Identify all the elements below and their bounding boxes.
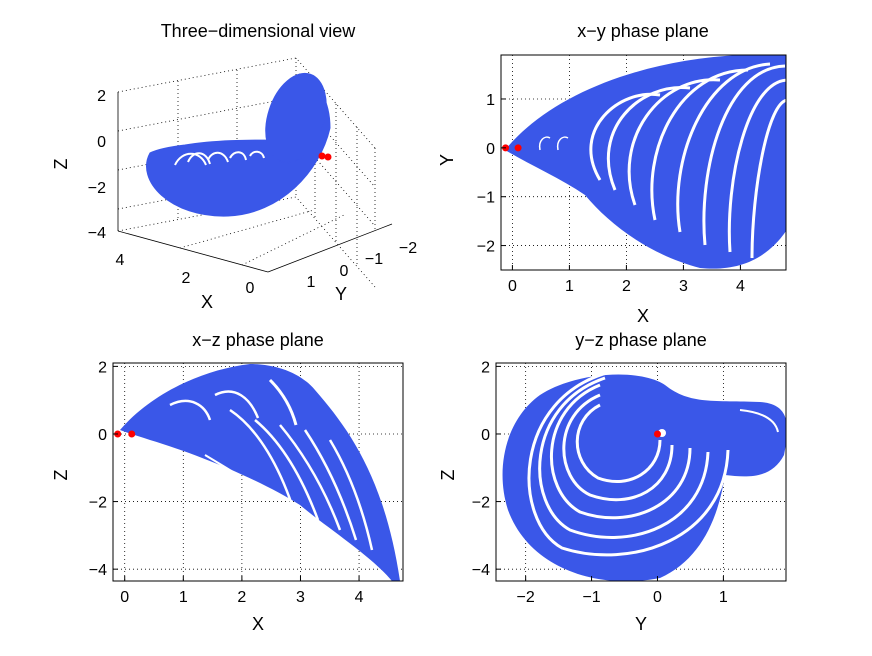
- panel-3d-view: Three−dimensional view: [51, 21, 417, 312]
- y-tick-label: −2: [399, 240, 417, 257]
- equilibrium-marker: [128, 430, 136, 438]
- equilibrium-marker: [514, 144, 522, 152]
- x-tick-label: 4: [355, 589, 364, 606]
- y-tick-label: −2: [477, 239, 495, 256]
- equilibrium-marker: [324, 153, 332, 161]
- x-tick-label: −1: [582, 589, 600, 606]
- attractor-3d-gaps: [174, 150, 265, 166]
- y-tick-label: 0: [98, 427, 107, 444]
- y-tick-label: 2: [98, 359, 107, 376]
- y-tick-label: −2: [472, 495, 490, 512]
- panel-xz-title: x−z phase plane: [192, 330, 324, 350]
- x-tick-label: 0: [653, 589, 662, 606]
- x-tick-label: 4: [116, 252, 125, 269]
- x-tick-label: 1: [719, 589, 728, 606]
- y-tick-label: −4: [472, 562, 490, 579]
- equilibrium-marker: [653, 430, 661, 438]
- x-tick-label: 1: [565, 278, 574, 295]
- axes-box-xz: [112, 362, 404, 582]
- z-tick-label: −2: [88, 180, 106, 197]
- x-tick-label: 0: [120, 589, 129, 606]
- y-tick-label: −4: [89, 562, 107, 579]
- x-tick-label: 2: [182, 270, 191, 287]
- equilibria-3d: [318, 152, 332, 161]
- attractor-yz: [502, 370, 786, 581]
- y-tick-label: 0: [481, 427, 490, 444]
- ticks-xy: 0 1 2 3 4 1 0 −1 −2: [477, 92, 745, 295]
- y-tick-label: 1: [307, 274, 316, 291]
- y-axis-label: Y: [335, 284, 347, 304]
- y-tick-label: 0: [486, 141, 495, 158]
- panel-3d-title: Three−dimensional view: [161, 21, 357, 41]
- attractor-xy: [505, 55, 786, 269]
- panel-xy-title: x−y phase plane: [577, 21, 709, 41]
- panel-yz-title: y−z phase plane: [575, 330, 707, 350]
- y-tick-label: 0: [340, 263, 349, 280]
- z-axis-label: Z: [51, 470, 71, 481]
- panel-xz: x−z phase plane 0 1 2 3 4 2 0 −2 −4: [51, 330, 404, 634]
- x-tick-label: 0: [246, 280, 255, 297]
- x-tick-label: 4: [736, 278, 745, 295]
- y-tick-label: 2: [481, 359, 490, 376]
- z-axis-label: Z: [438, 470, 458, 481]
- box-grid-3d: [117, 57, 393, 288]
- attractor-xz: [120, 364, 400, 581]
- x-tick-label: 2: [622, 278, 631, 295]
- y-axis-label: Y: [635, 614, 647, 634]
- x-tick-label: 3: [679, 278, 688, 295]
- equilibrium-marker: [318, 152, 326, 160]
- x-tick-label: −2: [517, 589, 535, 606]
- x-axis-label: X: [252, 614, 264, 634]
- y-tick-label: 1: [486, 92, 495, 109]
- y-tick-label: −2: [89, 495, 107, 512]
- panel-xy: x−y phase plane: [437, 21, 787, 326]
- x-tick-label: 3: [296, 589, 305, 606]
- panel-yz: y−z phase plane −2 −1 0 1 2 0 −2 −4 Y Z: [438, 330, 787, 634]
- y-tick-label: −1: [365, 251, 383, 268]
- x-tick-label: 2: [237, 589, 246, 606]
- axes-box-yz: [495, 362, 787, 582]
- equilibria-yz: [653, 430, 661, 438]
- x-tick-label: 1: [179, 589, 188, 606]
- z-tick-label: 2: [97, 88, 106, 105]
- ticks-yz: −2 −1 0 1 2 0 −2 −4: [472, 359, 728, 606]
- x-axis-label: X: [201, 292, 213, 312]
- x-tick-label: 0: [508, 278, 517, 295]
- attractor-3d: [146, 72, 331, 217]
- z-tick-label: 0: [97, 134, 106, 151]
- z-axis-label: Z: [51, 159, 71, 170]
- y-tick-label: −1: [477, 190, 495, 207]
- ticks-xz: 0 1 2 3 4 2 0 −2 −4: [89, 359, 364, 606]
- x-axis-label: X: [637, 306, 649, 326]
- y-axis-label: Y: [437, 154, 457, 166]
- axes-box-xy: [500, 54, 787, 271]
- z-tick-label: −4: [88, 225, 106, 242]
